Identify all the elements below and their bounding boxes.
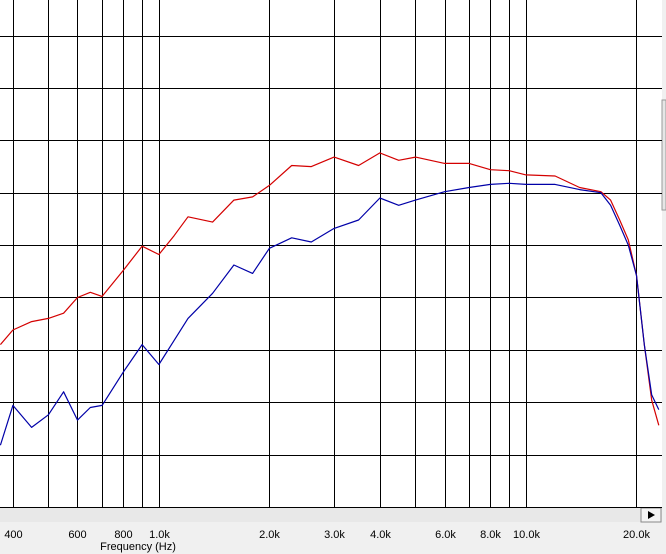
plot-area	[0, 0, 662, 507]
x-tick-label: 1.0k	[149, 529, 170, 541]
x-tick-label: 10.0k	[513, 529, 540, 541]
x-tick-label: 600	[68, 529, 86, 541]
x-axis-label: Frequency (Hz)	[100, 541, 176, 553]
x-tick-label: 800	[114, 529, 132, 541]
scrollbar[interactable]	[0, 508, 662, 522]
x-tick-label: 3.0k	[324, 529, 345, 541]
x-tick-label: 400	[4, 529, 22, 541]
x-tick-label: 4.0k	[370, 529, 391, 541]
scroll-arrow	[648, 511, 655, 519]
x-tick-label: 2.0k	[259, 529, 280, 541]
line	[0, 182, 660, 446]
side-scrollbar[interactable]	[661, 99, 666, 211]
x-tick-label: 20.0k	[623, 529, 650, 541]
x-tick-label: 8.0k	[480, 529, 501, 541]
x-tick-label: 6.0k	[435, 529, 456, 541]
line	[0, 152, 660, 426]
